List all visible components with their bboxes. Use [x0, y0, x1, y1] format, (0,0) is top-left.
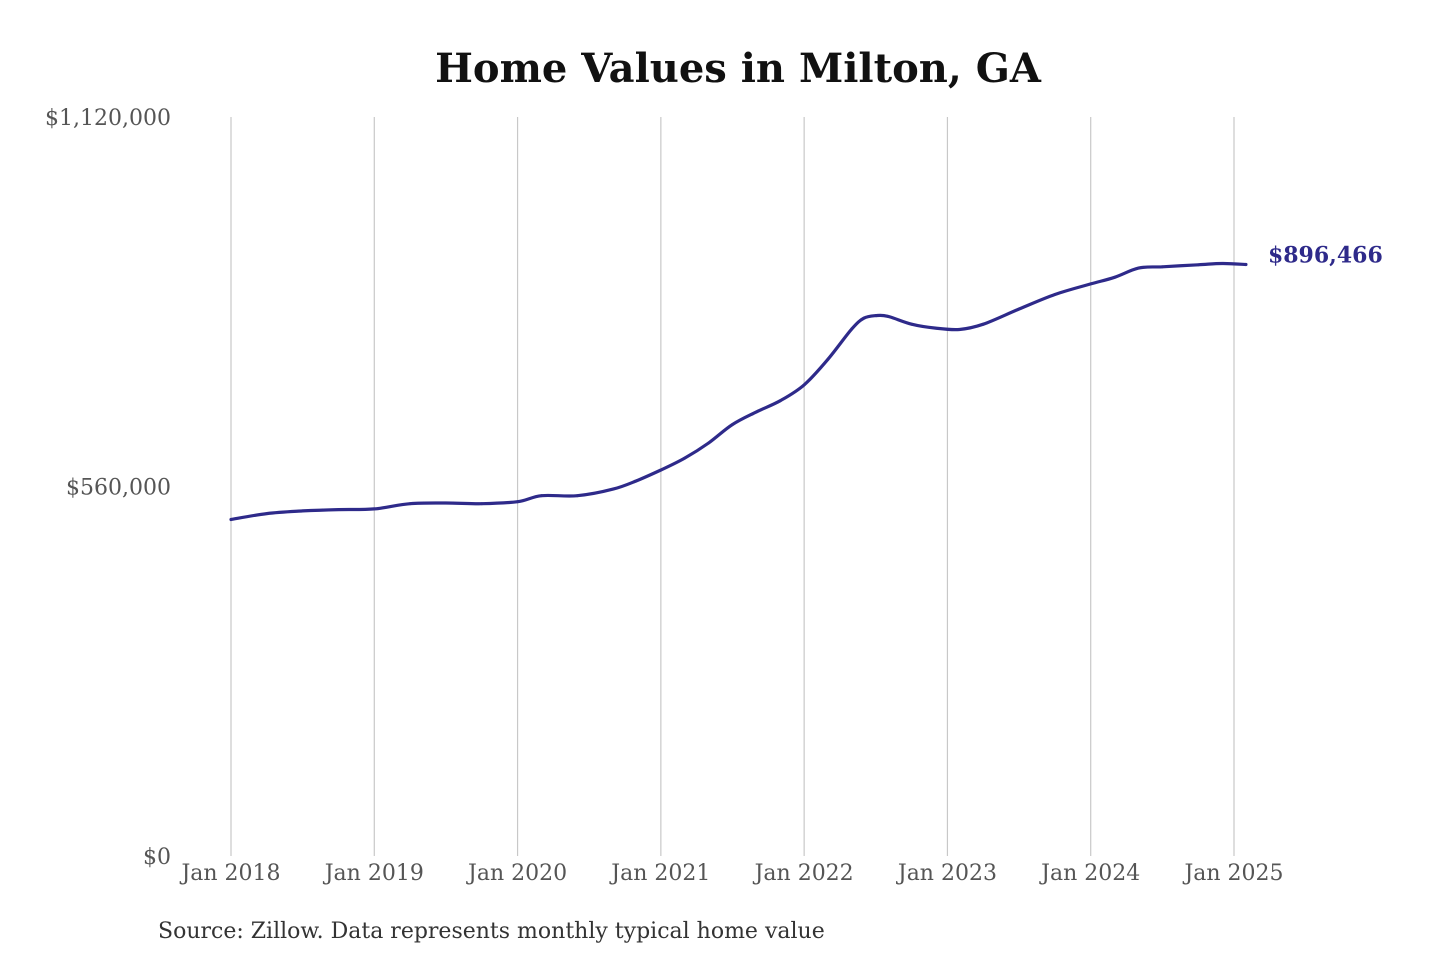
y-tick-label: $1,120,000: [45, 106, 171, 131]
series-layer: $896,466: [229, 242, 1383, 522]
data-point: [480, 502, 484, 506]
data-point: [1017, 307, 1021, 311]
data-point: [1244, 263, 1248, 266]
y-tick-label: $560,000: [66, 476, 171, 501]
data-point: [229, 518, 233, 521]
data-point: [826, 357, 830, 361]
data-point: [659, 468, 663, 472]
data-point: [850, 327, 854, 331]
data-point: [1220, 262, 1224, 265]
data-point: [337, 508, 340, 511]
data-point: [372, 507, 376, 511]
y-axis: $0 $560,000 $1,120,000: [45, 106, 171, 870]
x-tick-label: Jan 2021: [609, 861, 710, 886]
data-point: [778, 399, 782, 403]
data-point: [683, 456, 687, 460]
data-point: [874, 314, 878, 317]
data-point: [910, 322, 913, 326]
data-point: [1053, 293, 1057, 296]
data-point: [611, 487, 615, 491]
source-note: Source: Zillow. Data represents monthly …: [158, 919, 825, 944]
series-end-label: $896,466: [1268, 242, 1383, 268]
x-tick-label: Jan 2018: [179, 861, 280, 886]
data-point: [1137, 266, 1140, 270]
data-point: [408, 502, 412, 506]
y-tick-label: $0: [143, 845, 171, 870]
data-point: [265, 512, 269, 515]
data-point: [731, 423, 734, 426]
data-point: [958, 328, 961, 331]
data-point: [755, 410, 758, 414]
data-point: [516, 500, 519, 504]
x-axis: Jan 2018 Jan 2019 Jan 2020 Jan 2021 Jan 2022…: [179, 861, 1283, 886]
data-point: [707, 441, 710, 445]
chart-title: Home Values in Milton, GA: [435, 45, 1042, 92]
data-point: [635, 479, 639, 482]
data-point: [540, 494, 543, 498]
x-tick-label: Jan 2024: [1039, 861, 1140, 886]
x-tick-label: Jan 2025: [1182, 861, 1283, 886]
grid-lines: [230, 117, 1235, 856]
data-point: [1113, 275, 1116, 279]
data-point: [862, 316, 866, 320]
data-point: [1089, 282, 1093, 286]
data-point: [444, 501, 448, 505]
data-point: [575, 494, 579, 498]
data-point: [1161, 265, 1164, 269]
x-tick-label: Jan 2019: [323, 861, 424, 886]
data-point: [981, 322, 985, 326]
series-line: [229, 261, 1248, 522]
data-point: [301, 509, 304, 513]
data-point: [802, 383, 806, 387]
data-point: [1196, 263, 1200, 267]
x-tick-label: Jan 2022: [753, 861, 854, 886]
data-point: [886, 314, 890, 318]
x-tick-label: Jan 2023: [896, 861, 997, 886]
data-point: [934, 326, 937, 330]
x-tick-label: Jan 2020: [466, 861, 567, 886]
